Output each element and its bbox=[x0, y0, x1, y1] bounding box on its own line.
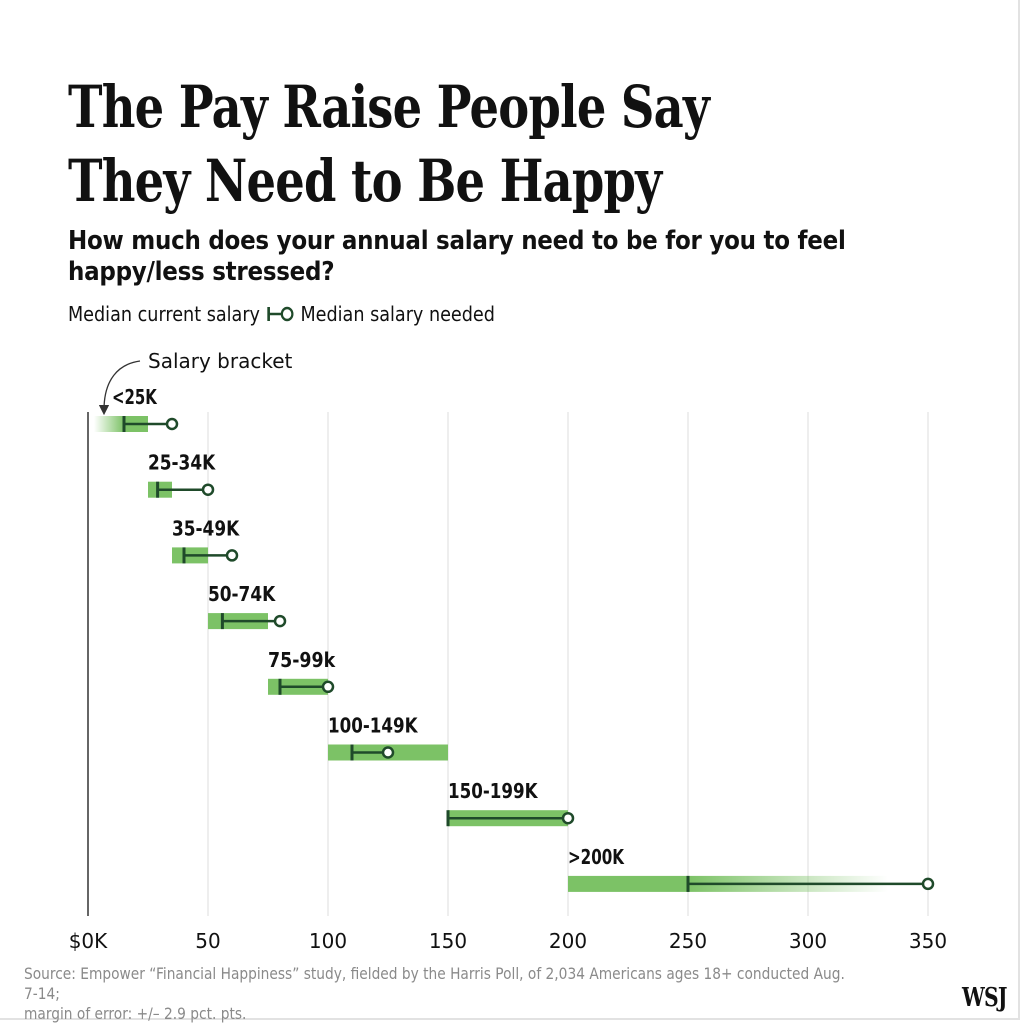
legend-current-label: Median current salary bbox=[68, 302, 260, 326]
x-tick-label: $0K bbox=[69, 929, 108, 953]
x-tick-label: 200 bbox=[549, 929, 587, 953]
chart-title-line-1: The Pay Raise People Say bbox=[68, 73, 710, 141]
range-chart: $0K 50 100 150 200 250 300 350 <25K 25-34K 35-49K… bbox=[69, 349, 947, 953]
needed-salary-marker bbox=[201, 483, 215, 496]
category-label: 25-34K bbox=[148, 451, 216, 475]
category-label: 35-49K bbox=[172, 516, 240, 540]
bracket-bars bbox=[94, 416, 935, 892]
source-line-1: Source: Empower “Financial Happiness” st… bbox=[24, 964, 845, 1003]
gridlines bbox=[207, 412, 929, 916]
wsj-logo: WSJ bbox=[962, 983, 1007, 1013]
x-tick-label: 50 bbox=[195, 929, 220, 953]
needed-salary-marker bbox=[165, 417, 179, 431]
legend: Median current salary Median salary need… bbox=[68, 300, 495, 328]
source-line-2: margin of error: +/– 2.9 pct. pts. bbox=[24, 1004, 247, 1023]
needed-salary-marker bbox=[273, 614, 287, 628]
x-axis: $0K 50 100 150 200 250 300 350 bbox=[69, 412, 947, 953]
bracket-row bbox=[446, 810, 575, 827]
x-tick-label: 250 bbox=[669, 929, 707, 953]
annotation-arrow bbox=[98, 360, 141, 416]
chart-title-line-2: They Need to Be Happy bbox=[68, 147, 662, 215]
bracket-row bbox=[172, 547, 239, 564]
category-label: >200K bbox=[568, 845, 625, 869]
x-tick-label: 350 bbox=[909, 929, 947, 953]
annotation: Salary bracket bbox=[98, 349, 293, 416]
bracket-row bbox=[268, 678, 335, 695]
bracket-row bbox=[568, 875, 935, 892]
category-label: 50-74K bbox=[208, 582, 276, 606]
needed-salary-marker bbox=[561, 811, 575, 825]
x-tick-label: 300 bbox=[789, 929, 827, 953]
needed-salary-marker bbox=[225, 549, 239, 562]
category-label: 75-99k bbox=[268, 648, 336, 672]
bracket-row bbox=[328, 744, 448, 761]
bracket-row bbox=[94, 416, 179, 432]
bracket-bar bbox=[568, 875, 688, 892]
x-tick-label: 150 bbox=[429, 929, 467, 953]
chart-subtitle: How much does your annual salary need to… bbox=[68, 226, 846, 287]
legend-needed-label: Median salary needed bbox=[300, 302, 495, 326]
needed-salary-marker bbox=[321, 680, 335, 694]
x-tick-label: 100 bbox=[309, 929, 347, 953]
needed-salary-marker bbox=[381, 746, 395, 759]
source-note: Source: Empower “Financial Happiness” st… bbox=[24, 964, 850, 1024]
needed-salary-marker bbox=[921, 877, 935, 891]
annotation-label: Salary bracket bbox=[148, 349, 293, 373]
category-label: 150-199K bbox=[448, 779, 539, 803]
category-labels: <25K 25-34K 35-49K 50-74K 75-99k 100-149K 150-… bbox=[112, 385, 625, 869]
chart-title: The Pay Raise People Say They Need to Be… bbox=[68, 70, 868, 218]
bracket-bar-fade bbox=[94, 416, 124, 432]
bracket-row bbox=[208, 613, 287, 630]
bracket-row bbox=[148, 481, 215, 498]
category-label: 100-149K bbox=[328, 714, 419, 738]
range-marker-icon bbox=[267, 306, 294, 322]
category-label: <25K bbox=[112, 385, 158, 409]
